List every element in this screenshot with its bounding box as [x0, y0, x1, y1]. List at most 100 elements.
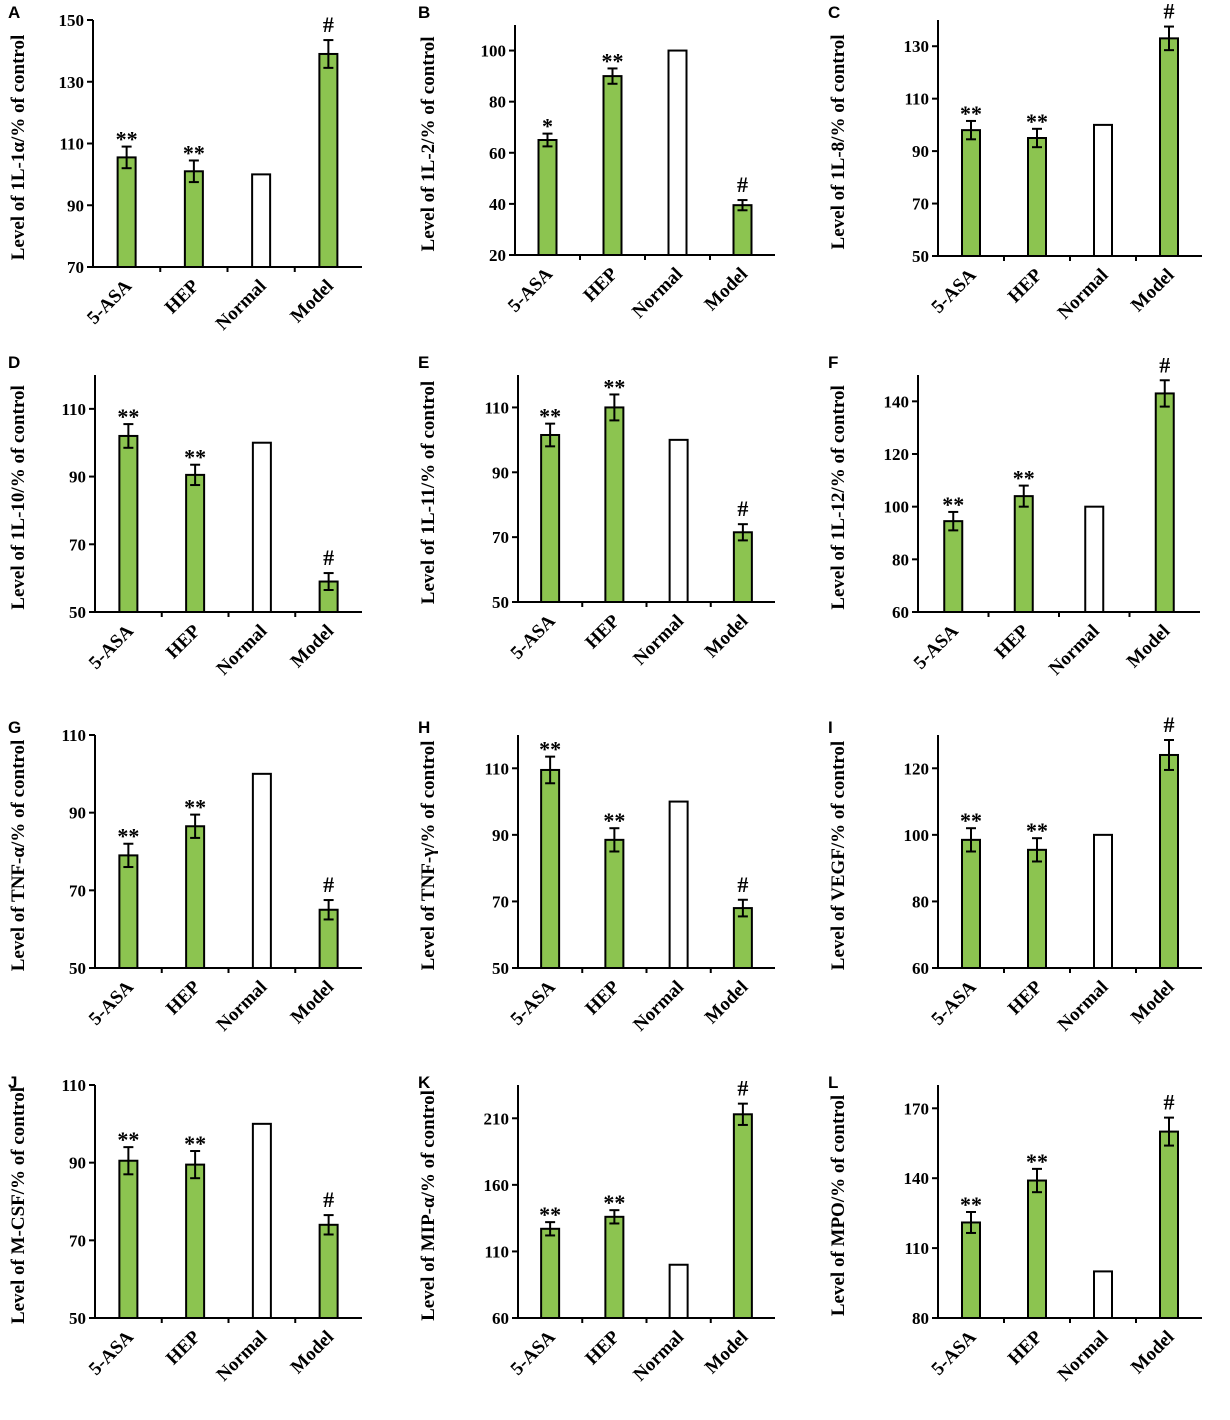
category-label: Normal	[212, 276, 271, 335]
panel-label: B	[418, 3, 430, 22]
category-label: HEP	[1004, 976, 1047, 1019]
chart-panel-f: F 60 80 100 120 140 Level of 1L-12/% of contro…	[828, 352, 1200, 680]
y-tick-label: 50	[492, 593, 509, 612]
y-tick-label: 80	[892, 550, 909, 569]
significance-label: #	[323, 1187, 334, 1212]
y-tick-label: 110	[61, 400, 86, 419]
y-tick-label: 90	[69, 468, 86, 487]
y-tick-label: 140	[904, 1169, 930, 1188]
significance-label: #	[1164, 0, 1175, 24]
category-label: Normal	[213, 621, 272, 680]
y-tick-label: 120	[904, 759, 930, 778]
significance-label: **	[183, 140, 205, 165]
chart-panel-h: H 50 70 90 110 Level of TNF-γ/% of control ** 5…	[418, 718, 775, 1036]
bar-5-asa	[118, 854, 139, 969]
y-axis-label: Level of TNF-γ/% of control	[418, 741, 439, 971]
y-axis-label: Level of M-CSF/% of control	[8, 1087, 29, 1324]
y-tick-label: 90	[67, 196, 84, 215]
y-tick-label: 50	[69, 603, 86, 622]
category-label: HEP	[1004, 1326, 1047, 1369]
significance-label: **	[1026, 109, 1048, 134]
panel-label: K	[418, 1073, 431, 1092]
category-label: HEP	[580, 263, 623, 306]
bar-hep	[1027, 1179, 1047, 1319]
category-label: 5-ASA	[85, 976, 138, 1029]
y-tick-label: 50	[69, 1309, 86, 1328]
significance-label: #	[737, 172, 748, 197]
bar-normal	[1093, 123, 1113, 257]
significance-label: #	[1164, 715, 1175, 737]
significance-label: #	[323, 12, 334, 37]
bar-normal	[668, 1263, 689, 1319]
category-label: Normal	[1054, 265, 1113, 324]
category-label: HEP	[1004, 264, 1047, 307]
bar-hep	[604, 838, 625, 969]
significance-label: **	[117, 824, 139, 849]
bar-model	[318, 52, 339, 269]
significance-label: **	[539, 1202, 561, 1227]
y-tick-label: 110	[904, 90, 929, 109]
bar-5-asa	[540, 433, 561, 603]
bar-model	[1154, 392, 1175, 613]
category-label: Model	[287, 977, 338, 1028]
significance-label: #	[323, 545, 334, 570]
y-tick-label: 170	[904, 1099, 930, 1118]
y-tick-label: 80	[912, 1309, 929, 1328]
significance-label: **	[960, 101, 982, 126]
panel-label: F	[828, 353, 838, 372]
bar-hep	[185, 825, 206, 969]
panel-label: G	[8, 718, 21, 737]
category-label: 5-ASA	[85, 1326, 138, 1379]
category-label: Model	[287, 621, 338, 672]
bar-model	[1159, 37, 1179, 257]
significance-label: **	[1013, 466, 1035, 491]
y-tick-label: 50	[492, 959, 509, 978]
category-label: 5-ASA	[85, 620, 138, 673]
significance-label: **	[942, 492, 964, 517]
y-tick-label: 80	[912, 892, 929, 911]
y-tick-label: 70	[69, 1231, 86, 1250]
y-tick-label: 150	[59, 11, 85, 30]
y-tick-label: 70	[492, 528, 509, 547]
category-label: HEP	[581, 1326, 624, 1369]
category-label: 5-ASA	[507, 1326, 560, 1379]
y-tick-label: 50	[912, 247, 929, 266]
category-label: Model	[701, 611, 752, 662]
category-label: 5-ASA	[910, 620, 963, 673]
panel-label: A	[8, 3, 20, 22]
category-label: 5-ASA	[507, 610, 560, 663]
bar-model	[1159, 1130, 1179, 1319]
category-label: Normal	[628, 264, 687, 323]
bar-hep	[1013, 495, 1034, 613]
y-tick-label: 90	[69, 804, 86, 823]
bar-hep	[183, 170, 204, 269]
bar-hep	[185, 473, 206, 613]
category-label: HEP	[162, 620, 205, 663]
y-axis-label: Level of MIP-α/% of control	[418, 1090, 439, 1321]
significance-label: #	[1159, 352, 1170, 377]
category-label: Model	[1127, 265, 1178, 316]
category-label: 5-ASA	[507, 976, 560, 1029]
y-axis-label: Level of 1L-10/% of control	[8, 385, 29, 609]
bar-hep	[1027, 137, 1047, 257]
bar-normal	[251, 173, 272, 268]
panel-label: D	[8, 353, 20, 372]
panel-label: L	[828, 1073, 838, 1092]
category-label: Normal	[629, 977, 688, 1036]
bar-5-asa	[961, 838, 981, 969]
bar-5-asa	[540, 1227, 561, 1319]
significance-label: **	[1026, 818, 1048, 843]
y-tick-label: 110	[484, 398, 509, 417]
y-tick-label: 80	[489, 93, 506, 112]
bar-normal	[251, 1122, 272, 1320]
bar-5-asa	[116, 156, 137, 268]
category-label: Normal	[1045, 621, 1104, 680]
y-tick-label: 130	[904, 37, 930, 56]
bar-normal	[668, 800, 689, 969]
y-tick-label: 110	[484, 759, 509, 778]
y-tick-label: 60	[492, 1309, 509, 1328]
y-tick-label: 110	[61, 726, 86, 745]
category-label: 5-ASA	[504, 263, 557, 316]
category-label: HEP	[161, 275, 204, 318]
